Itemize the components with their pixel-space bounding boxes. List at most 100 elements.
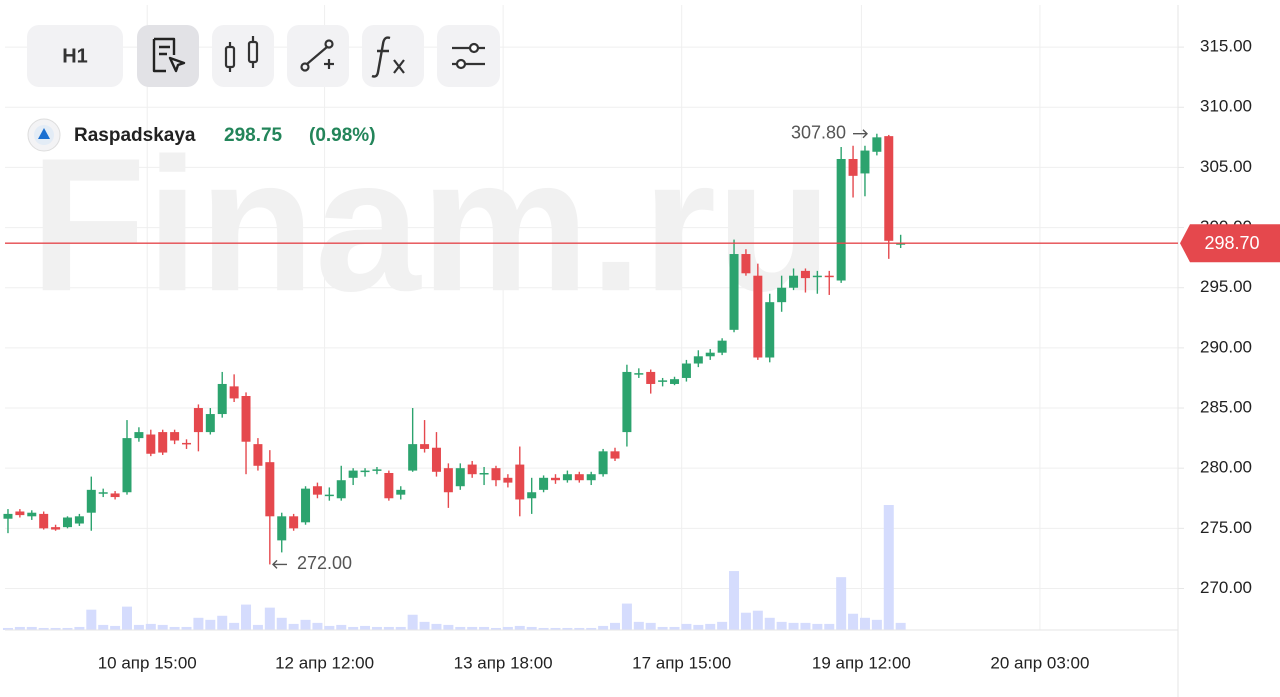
cursor-button[interactable]: [137, 25, 199, 87]
candle-body: [670, 379, 680, 384]
volume-bar: [181, 626, 192, 630]
volume-bar: [526, 626, 537, 630]
candle-body: [241, 396, 251, 442]
volume-bar: [86, 609, 97, 630]
volume-bar: [788, 622, 799, 630]
candle-body: [372, 469, 382, 471]
indicator-button[interactable]: [362, 25, 424, 87]
candle-body: [336, 480, 346, 499]
volume-bar: [157, 624, 168, 630]
y-tick-label: 310.00: [1200, 97, 1252, 116]
x-tick-label: 13 апр 18:00: [454, 653, 553, 672]
volume-bar: [740, 612, 751, 630]
candle-body: [586, 474, 596, 481]
volume-bar: [800, 622, 811, 630]
volume-bar: [705, 623, 716, 630]
candle-body: [777, 287, 787, 303]
x-tick-label: 10 апр 15:00: [98, 653, 197, 672]
candle-body: [455, 468, 465, 487]
volume-bar: [895, 622, 906, 630]
y-tick-label: 295.00: [1200, 277, 1252, 296]
volume-bar: [836, 577, 847, 630]
volume-bar: [883, 505, 894, 630]
candle-body: [789, 275, 799, 288]
candle-body: [824, 275, 834, 278]
candle-body: [62, 517, 72, 528]
candle-body: [491, 468, 501, 481]
candle-body: [324, 494, 334, 497]
volume-bar: [62, 627, 73, 630]
candle-body: [289, 516, 299, 529]
volume-bar: [848, 613, 859, 630]
candle-body: [729, 254, 739, 330]
volume-bar: [610, 622, 621, 630]
volume-bar: [764, 617, 775, 630]
candle-body: [360, 470, 370, 473]
y-tick-label: 270.00: [1200, 578, 1252, 597]
volume-bar: [360, 625, 371, 630]
volume-bar: [431, 623, 442, 630]
volume-bar: [38, 627, 49, 630]
chart-type-button[interactable]: [212, 25, 274, 87]
volume-bar: [550, 627, 561, 630]
candle-body: [134, 432, 144, 439]
candle-body: [158, 432, 168, 453]
candle-body: [598, 451, 608, 475]
settings-button[interactable]: [437, 25, 500, 87]
candle-body: [396, 489, 406, 495]
volume-bar: [729, 571, 740, 630]
volume-bar: [98, 624, 109, 630]
volume-bar: [752, 610, 763, 630]
candle-body: [193, 408, 203, 433]
candle-body: [753, 275, 763, 358]
y-tick-label: 315.00: [1200, 37, 1252, 56]
volume-bar: [74, 626, 85, 630]
candle-body: [622, 371, 632, 433]
low-label: 272.00: [297, 553, 352, 573]
volume-bar: [502, 626, 513, 630]
volume-bar: [514, 625, 525, 630]
candle-body: [312, 486, 322, 495]
candle-body: [848, 158, 858, 176]
volume-bar: [681, 623, 692, 630]
candle-body: [74, 516, 84, 524]
volume-bar: [859, 617, 870, 630]
volume-bar: [669, 626, 680, 630]
volume-bar: [586, 627, 597, 630]
volume-bar: [562, 627, 573, 630]
candle-body: [610, 451, 620, 459]
y-tick-label: 285.00: [1200, 398, 1252, 417]
volume-bar: [324, 625, 335, 630]
candle-body: [717, 340, 727, 353]
volume-bar: [717, 621, 728, 630]
current-price-tag: [1180, 224, 1280, 263]
candle-icon: [224, 36, 259, 72]
volume-bar: [229, 622, 240, 630]
volume-bar: [336, 624, 347, 630]
volume-bar: [479, 626, 490, 630]
candle-body: [836, 158, 846, 281]
candle-body: [39, 513, 49, 529]
candle-body: [765, 302, 775, 358]
candle-body: [301, 488, 311, 523]
volume-bar: [395, 626, 406, 630]
volume-bar: [455, 626, 466, 630]
candle-body: [182, 442, 192, 445]
candle-body: [205, 414, 215, 433]
volume-bar: [2, 627, 13, 630]
volume-bar: [205, 619, 216, 630]
volume-bar: [14, 626, 25, 630]
candle-body: [872, 137, 882, 152]
candle-body: [348, 470, 358, 478]
toolbar: H1: [27, 25, 500, 87]
volume-bar: [776, 621, 787, 630]
candle-body: [800, 270, 810, 279]
volume-bar: [621, 603, 632, 630]
timeframe-button[interactable]: [27, 25, 123, 87]
candle-body: [705, 352, 715, 357]
candle-body: [479, 472, 489, 475]
candle-body: [27, 512, 37, 517]
volume-bar: [824, 623, 835, 630]
candle-layer: [3, 133, 906, 565]
